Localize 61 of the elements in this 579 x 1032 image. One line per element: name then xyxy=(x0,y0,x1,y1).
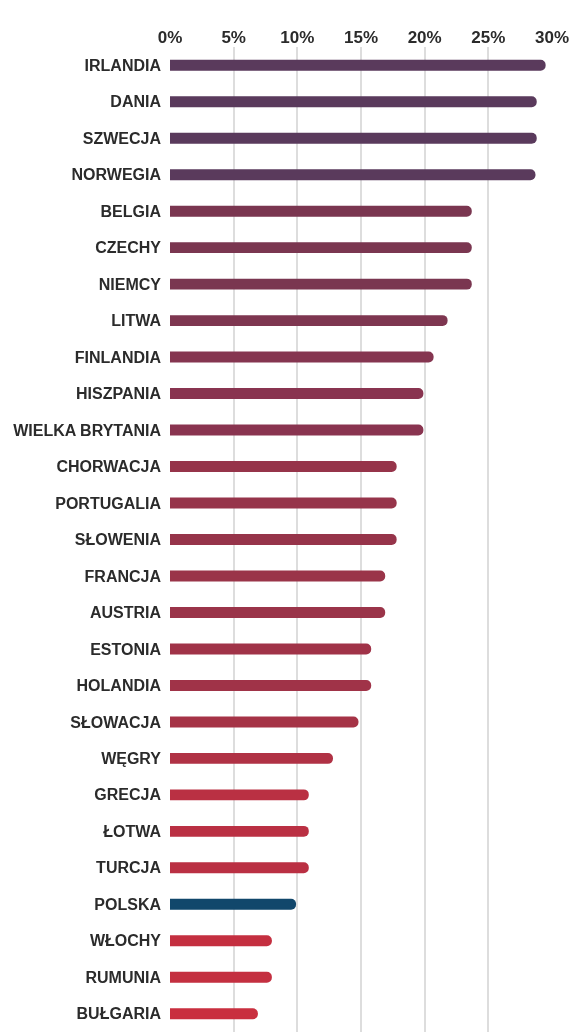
bar xyxy=(170,315,448,327)
y-tick-label: FRANCJA xyxy=(84,567,162,585)
bar xyxy=(170,716,359,728)
y-tick-label: WIELKA BRYTANIA xyxy=(13,421,162,439)
bar xyxy=(170,424,424,436)
y-tick-label: ESTONIA xyxy=(90,640,162,658)
bar xyxy=(170,534,397,545)
y-tick-label: TURCJA xyxy=(96,859,162,877)
bar xyxy=(170,351,434,363)
y-tick-label: RUMUNIA xyxy=(85,968,162,986)
y-tick-label: SŁOWENIA xyxy=(74,531,162,549)
bar xyxy=(170,679,372,691)
x-tick-label: 10% xyxy=(280,27,315,47)
bar xyxy=(170,278,472,290)
x-tick-label: 15% xyxy=(343,27,379,47)
y-tick-label: WĘGRY xyxy=(101,749,162,767)
bar xyxy=(170,825,309,837)
bar xyxy=(170,461,397,473)
bar xyxy=(170,898,297,910)
bar xyxy=(170,242,472,254)
y-tick-label: BELGIA xyxy=(100,202,162,220)
y-tick-label: SZWECJA xyxy=(82,129,162,147)
bar xyxy=(170,570,386,582)
x-tick-label: 0% xyxy=(157,27,183,47)
y-tick-label: FINLANDIA xyxy=(74,348,162,366)
bar xyxy=(170,59,546,71)
x-tick-label: 20% xyxy=(407,27,442,47)
y-tick-label: HOLANDIA xyxy=(76,677,162,695)
y-tick-label: LITWA xyxy=(111,312,162,330)
x-tick-label: 25% xyxy=(471,27,506,47)
y-tick-label: NIEMCY xyxy=(98,275,162,293)
x-tick-label: 5% xyxy=(221,27,246,47)
y-tick-label: ŁOTWA xyxy=(103,822,162,840)
y-tick-label: NORWEGIA xyxy=(71,166,162,184)
bar xyxy=(170,205,472,217)
bar xyxy=(170,643,372,655)
y-tick-label: CHORWACJA xyxy=(56,458,162,476)
y-tick-label: WŁOCHY xyxy=(89,932,162,950)
y-tick-label: HISZPANIA xyxy=(75,385,162,403)
x-tick-label: 30% xyxy=(534,27,570,47)
y-tick-label: GRECJA xyxy=(94,786,162,804)
bar xyxy=(170,169,536,181)
y-tick-label: IRLANDIA xyxy=(84,56,162,74)
bar xyxy=(170,971,272,983)
bar xyxy=(170,132,537,144)
bar xyxy=(170,789,309,801)
y-tick-label: DANIA xyxy=(110,93,162,111)
bar xyxy=(170,1008,258,1020)
bar xyxy=(170,862,309,874)
bar xyxy=(170,935,272,947)
bar xyxy=(170,752,333,764)
y-tick-label: SŁOWACJA xyxy=(70,713,162,731)
bar xyxy=(170,606,386,618)
bar xyxy=(170,96,537,108)
y-tick-label: AUSTRIA xyxy=(89,604,162,622)
y-tick-label: BUŁGARIA xyxy=(76,1005,162,1023)
y-tick-label: CZECHY xyxy=(95,239,162,257)
bar xyxy=(170,388,424,400)
y-tick-label: POLSKA xyxy=(94,895,162,913)
bar xyxy=(170,497,397,509)
y-tick-label: PORTUGALIA xyxy=(55,494,162,512)
